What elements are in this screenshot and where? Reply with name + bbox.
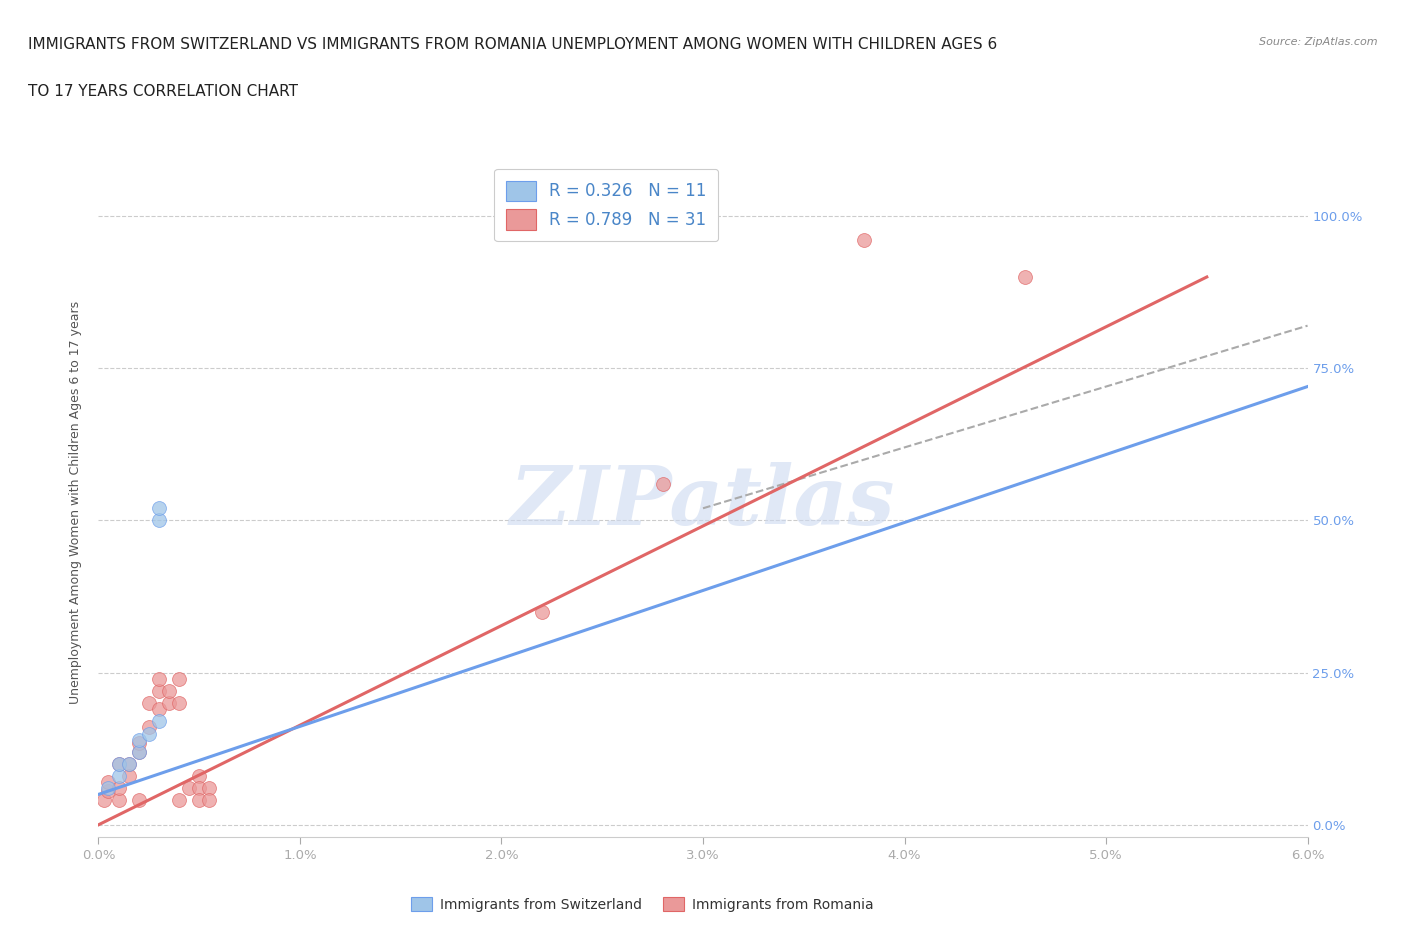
Point xyxy=(1014,270,1036,285)
Point xyxy=(148,513,170,528)
Text: Source: ZipAtlas.com: Source: ZipAtlas.com xyxy=(1260,37,1378,47)
Point xyxy=(157,696,180,711)
Point xyxy=(97,775,120,790)
Point xyxy=(651,476,673,491)
Point xyxy=(148,501,170,516)
Point xyxy=(107,769,129,784)
Point xyxy=(148,684,170,698)
Point xyxy=(118,756,141,771)
Y-axis label: Unemployment Among Women with Children Ages 6 to 17 years: Unemployment Among Women with Children A… xyxy=(69,300,83,704)
Point xyxy=(128,732,150,747)
Point xyxy=(167,696,190,711)
Point xyxy=(198,793,221,808)
Point xyxy=(167,671,190,686)
Point xyxy=(128,744,150,759)
Point xyxy=(128,793,150,808)
Point xyxy=(148,714,170,729)
Point xyxy=(188,781,211,796)
Point xyxy=(118,769,141,784)
Point xyxy=(188,793,211,808)
Point xyxy=(157,684,180,698)
Point xyxy=(138,696,160,711)
Point xyxy=(107,756,129,771)
Point xyxy=(148,702,170,717)
Point xyxy=(179,781,201,796)
Point xyxy=(198,781,221,796)
Point xyxy=(853,233,876,248)
Point xyxy=(148,671,170,686)
Point xyxy=(138,720,160,735)
Point xyxy=(188,769,211,784)
Point xyxy=(107,756,129,771)
Point xyxy=(93,793,115,808)
Point xyxy=(107,781,129,796)
Point xyxy=(128,736,150,751)
Point xyxy=(138,726,160,741)
Point xyxy=(530,604,553,619)
Point xyxy=(107,793,129,808)
Legend: Immigrants from Switzerland, Immigrants from Romania: Immigrants from Switzerland, Immigrants … xyxy=(405,891,880,917)
Point xyxy=(97,784,120,799)
Text: ZIPatlas: ZIPatlas xyxy=(510,462,896,542)
Text: IMMIGRANTS FROM SWITZERLAND VS IMMIGRANTS FROM ROMANIA UNEMPLOYMENT AMONG WOMEN : IMMIGRANTS FROM SWITZERLAND VS IMMIGRANT… xyxy=(28,37,997,52)
Text: TO 17 YEARS CORRELATION CHART: TO 17 YEARS CORRELATION CHART xyxy=(28,84,298,99)
Point xyxy=(167,793,190,808)
Point xyxy=(530,220,553,235)
Point xyxy=(97,781,120,796)
Point xyxy=(128,744,150,759)
Point xyxy=(118,756,141,771)
